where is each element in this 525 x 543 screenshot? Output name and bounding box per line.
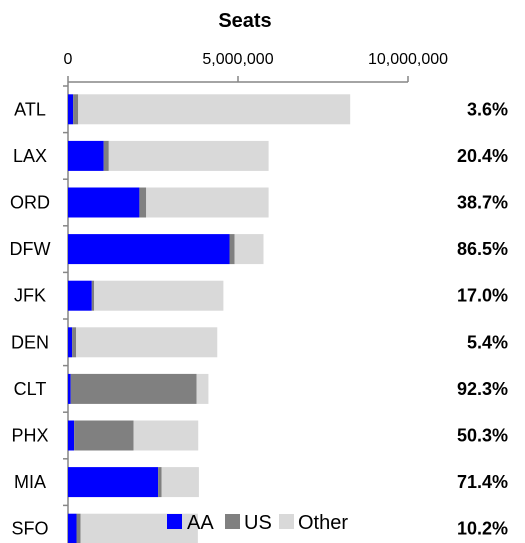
x-tick-label: 10,000,000 xyxy=(368,51,448,68)
category-label: ORD xyxy=(10,193,50,213)
share-label: 17.0% xyxy=(457,286,508,306)
share-label: 50.3% xyxy=(457,426,508,446)
bar-us-atl xyxy=(73,94,79,125)
category-label: CLT xyxy=(14,379,47,399)
bar-us-mia xyxy=(158,467,162,498)
x-tick-label: 5,000,000 xyxy=(202,51,273,68)
bar-us-sfo xyxy=(76,513,81,543)
category-label: JFK xyxy=(14,286,46,306)
bar-aa-clt xyxy=(68,373,71,404)
share-label: 86.5% xyxy=(457,239,508,259)
bar-other-phx xyxy=(133,420,199,451)
legend-label-aa: AA xyxy=(187,512,214,534)
share-label: 71.4% xyxy=(457,472,508,492)
bar-aa-dfw xyxy=(68,234,230,265)
category-label: DFW xyxy=(10,239,51,259)
legend-label-us: US xyxy=(244,512,272,534)
chart-title: Seats xyxy=(218,10,271,32)
legend-swatch-us xyxy=(225,514,240,529)
bar-aa-sfo xyxy=(68,513,77,543)
bar-other-jfk xyxy=(94,280,224,311)
category-label: ATL xyxy=(14,99,46,119)
legend-label-other: Other xyxy=(298,512,348,534)
category-label: PHX xyxy=(11,426,48,446)
share-label: 5.4% xyxy=(467,332,508,352)
category-label: LAX xyxy=(13,146,47,166)
bar-other-den xyxy=(76,327,218,358)
bar-aa-mia xyxy=(68,467,159,498)
bar-us-clt xyxy=(70,373,197,404)
bar-aa-den xyxy=(68,327,73,358)
bar-other-dfw xyxy=(234,234,264,265)
category-label: SFO xyxy=(11,519,48,539)
bar-us-dfw xyxy=(229,234,235,265)
bar-other-ord xyxy=(146,187,269,218)
bar-aa-jfk xyxy=(68,280,92,311)
bar-other-atl xyxy=(78,94,351,125)
share-label: 10.2% xyxy=(457,519,508,539)
bar-aa-lax xyxy=(68,140,104,171)
bar-us-den xyxy=(72,327,77,358)
bar-us-jfk xyxy=(91,280,95,311)
bar-other-lax xyxy=(108,140,269,171)
share-label: 20.4% xyxy=(457,146,508,166)
bar-aa-phx xyxy=(68,420,75,451)
bar-aa-ord xyxy=(68,187,140,218)
category-label: MIA xyxy=(14,472,46,492)
bar-us-lax xyxy=(103,140,109,171)
bar-us-ord xyxy=(139,187,147,218)
share-label: 92.3% xyxy=(457,379,508,399)
share-label: 38.7% xyxy=(457,193,508,213)
bar-aa-atl xyxy=(68,94,74,125)
bar-other-mia xyxy=(161,467,199,498)
bar-us-phx xyxy=(74,420,134,451)
bar-other-clt xyxy=(196,373,209,404)
share-label: 3.6% xyxy=(467,99,508,119)
legend-swatch-aa xyxy=(167,514,182,529)
legend-swatch-other xyxy=(279,514,294,529)
x-tick-label: 0 xyxy=(64,51,73,68)
category-label: DEN xyxy=(11,332,49,352)
